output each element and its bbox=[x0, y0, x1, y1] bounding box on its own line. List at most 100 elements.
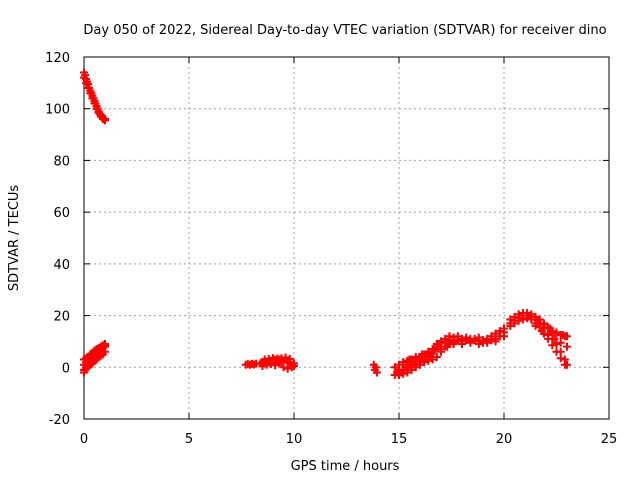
data-point bbox=[514, 316, 523, 325]
data-point bbox=[500, 332, 508, 341]
data-point bbox=[399, 369, 408, 378]
data-point bbox=[403, 368, 412, 377]
data-point bbox=[552, 347, 561, 356]
data-point bbox=[533, 316, 542, 325]
data-point bbox=[537, 327, 546, 336]
data-point bbox=[420, 358, 429, 367]
data-point bbox=[443, 342, 452, 351]
data-point bbox=[371, 363, 380, 372]
x-tick-label: 15 bbox=[391, 432, 408, 447]
data-point bbox=[518, 315, 527, 324]
y-tick-label: -20 bbox=[49, 413, 70, 428]
data-point bbox=[510, 319, 519, 328]
data-point bbox=[546, 324, 555, 333]
data-point bbox=[101, 340, 109, 349]
data-point bbox=[84, 84, 93, 93]
data-point bbox=[506, 321, 515, 330]
data-point bbox=[399, 358, 408, 367]
data-point bbox=[395, 371, 403, 380]
data-point bbox=[101, 347, 109, 356]
y-tick-label: 100 bbox=[45, 103, 70, 118]
data-point bbox=[544, 330, 553, 339]
data-point bbox=[437, 345, 445, 354]
data-point bbox=[279, 363, 288, 372]
y-tick-labels: -20 0 20 40 60 80 100 120 bbox=[45, 51, 70, 428]
data-point bbox=[285, 355, 294, 364]
data-point bbox=[563, 342, 571, 351]
data-point bbox=[275, 359, 284, 368]
data-point bbox=[527, 315, 536, 324]
x-tick-label: 20 bbox=[496, 432, 513, 447]
y-tick-label: 20 bbox=[53, 310, 70, 325]
data-point bbox=[432, 352, 441, 361]
data-point bbox=[411, 363, 420, 372]
data-point bbox=[430, 346, 439, 355]
y-tick-label: 60 bbox=[53, 206, 70, 221]
x-axis-label: GPS time / hours bbox=[291, 459, 400, 474]
data-point bbox=[372, 368, 381, 377]
y-tick-label: 120 bbox=[45, 51, 70, 66]
data-point bbox=[548, 341, 557, 350]
data-point bbox=[424, 347, 433, 356]
data-point bbox=[432, 340, 441, 349]
data-point bbox=[474, 340, 483, 349]
series-mid-day bbox=[241, 353, 298, 373]
data-point bbox=[416, 360, 424, 369]
plot-frame bbox=[83, 56, 610, 420]
x-tick-labels: 0 5 10 15 20 25 bbox=[80, 432, 617, 447]
data-point bbox=[523, 314, 532, 323]
chart-title: Day 050 of 2022, Sidereal Day-to-day VTE… bbox=[83, 23, 606, 38]
data-point bbox=[411, 352, 420, 361]
data-point bbox=[470, 336, 479, 345]
data-point bbox=[271, 361, 280, 370]
data-point bbox=[80, 73, 88, 82]
data-point bbox=[552, 340, 561, 349]
data-point bbox=[407, 365, 416, 374]
data-point bbox=[560, 360, 569, 369]
data-point bbox=[539, 320, 548, 329]
data-point bbox=[483, 338, 492, 347]
data-point bbox=[88, 94, 97, 103]
data-point bbox=[86, 89, 95, 98]
series-early-high bbox=[80, 68, 109, 125]
data-point bbox=[453, 336, 462, 345]
data-point bbox=[281, 353, 290, 362]
data-point bbox=[418, 350, 427, 359]
data-points bbox=[80, 68, 571, 380]
series-late-day bbox=[369, 324, 508, 380]
data-point bbox=[556, 354, 565, 363]
data-point bbox=[405, 355, 414, 364]
data-point bbox=[558, 330, 567, 339]
y-tick-label: 0 bbox=[62, 361, 70, 376]
data-point bbox=[90, 99, 99, 108]
data-point bbox=[458, 340, 466, 349]
data-point bbox=[487, 336, 496, 345]
grid-lines bbox=[84, 57, 609, 419]
y-tick-label: 80 bbox=[53, 154, 70, 169]
data-point bbox=[556, 338, 565, 347]
data-point bbox=[82, 78, 91, 87]
x-tick-label: 5 bbox=[185, 432, 193, 447]
series-early-low bbox=[80, 340, 109, 377]
data-point bbox=[552, 328, 561, 337]
data-point bbox=[101, 115, 109, 124]
data-point bbox=[466, 338, 475, 347]
data-point bbox=[462, 336, 471, 345]
x-tick-label: 10 bbox=[286, 432, 303, 447]
data-point bbox=[491, 337, 500, 346]
y-tick-label: 40 bbox=[53, 258, 70, 273]
data-point bbox=[550, 334, 559, 343]
data-point bbox=[424, 356, 433, 365]
data-point bbox=[283, 364, 292, 373]
data-point bbox=[563, 332, 571, 341]
data-point bbox=[290, 359, 298, 368]
data-point bbox=[266, 360, 275, 369]
y-axis-label: SDTVAR / TECUs bbox=[7, 185, 22, 292]
axis-ticks bbox=[83, 56, 610, 420]
x-tick-label: 25 bbox=[601, 432, 618, 447]
data-point bbox=[428, 355, 437, 364]
data-point bbox=[390, 363, 399, 372]
data-point bbox=[449, 340, 458, 349]
data-point bbox=[258, 361, 267, 370]
